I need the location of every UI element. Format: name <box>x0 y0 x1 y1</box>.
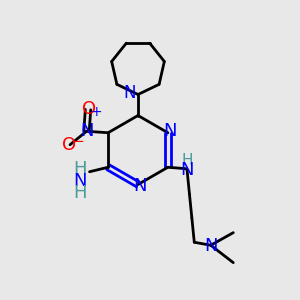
Text: O: O <box>82 100 96 118</box>
Text: N: N <box>80 122 93 140</box>
Text: +: + <box>91 105 102 119</box>
Text: N: N <box>134 177 147 195</box>
Text: N: N <box>180 161 194 179</box>
Text: N: N <box>164 122 177 140</box>
Text: N: N <box>205 237 218 255</box>
Text: N: N <box>73 172 87 190</box>
Text: −: − <box>71 134 84 148</box>
Text: N: N <box>123 84 136 102</box>
Text: H: H <box>73 184 87 202</box>
Text: H: H <box>181 153 193 168</box>
Text: H: H <box>73 160 87 178</box>
Text: O: O <box>62 136 76 154</box>
